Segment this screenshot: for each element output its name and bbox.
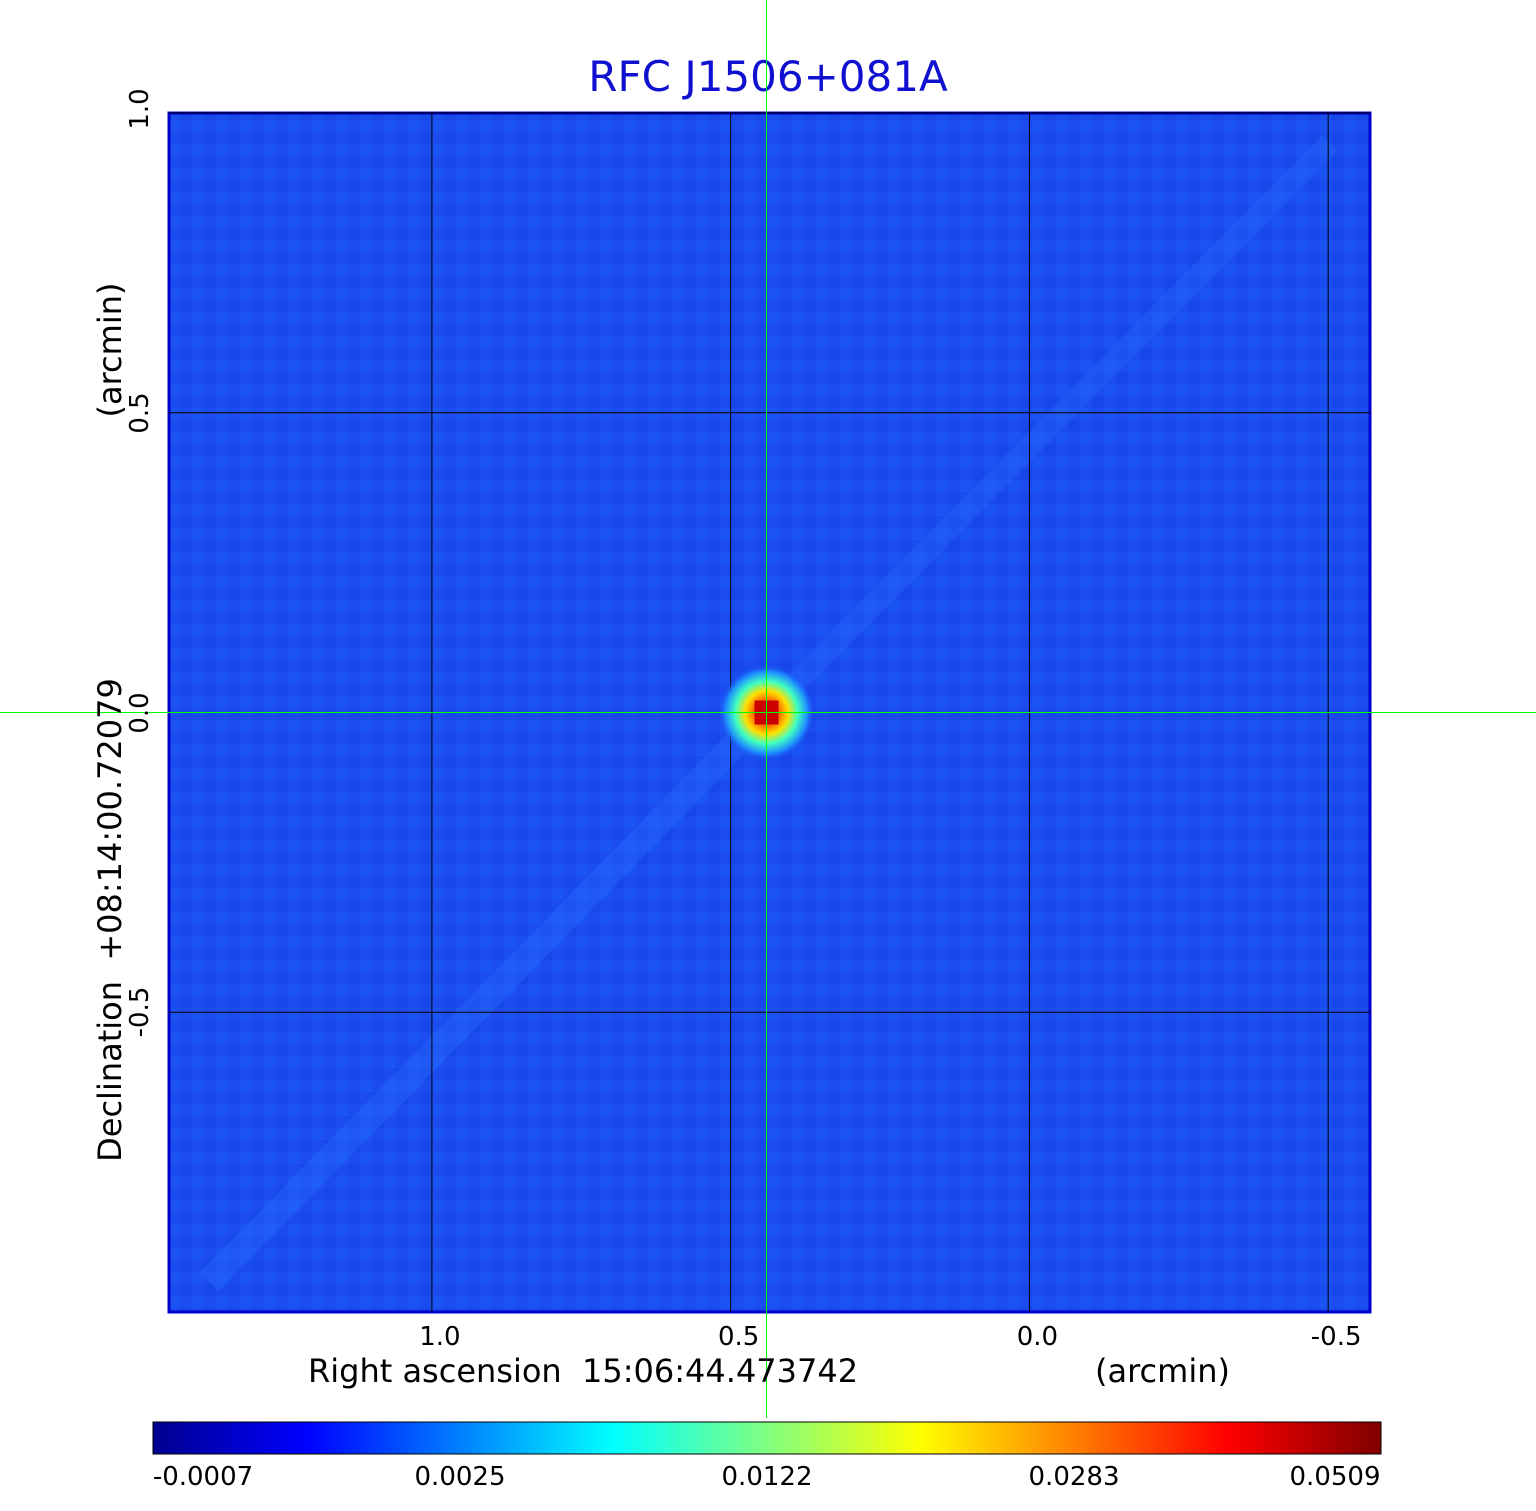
sidelobe-streak (199, 703, 776, 1292)
x-tick-label: 0.0 (1016, 1322, 1059, 1352)
colorbar-tick-label: 0.0122 (721, 1462, 813, 1492)
x-axis-label: Right ascension 15:06:44.473742 (308, 1352, 859, 1390)
colorbar-tick-label: 0.0509 (1289, 1462, 1381, 1492)
x-tick-label: -0.5 (1310, 1322, 1362, 1352)
y-axis-unit: (arcmin) (91, 282, 129, 418)
colorbar-tick-label: 0.0283 (1028, 1462, 1120, 1492)
x-tick-label: 1.0 (419, 1322, 461, 1352)
y-tick-label: -0.5 (125, 986, 155, 1038)
colorbar-tick-label: 0.0025 (414, 1462, 506, 1492)
crosshair (0, 0, 1536, 1418)
y-tick-label: 0.0 (125, 691, 155, 734)
x-tick-label: 0.5 (717, 1322, 760, 1352)
colorbar (152, 1421, 1382, 1455)
y-axis-label: Declination +08:14:00.72079 (91, 678, 129, 1162)
colorbar-tick-label: -0.0007 (152, 1462, 254, 1492)
chart-title: RFC J1506+081A (588, 52, 948, 101)
y-tick-label: 0.5 (125, 392, 155, 434)
sidelobe-streak (758, 135, 1338, 721)
x-axis-unit: (arcmin) (1095, 1352, 1230, 1390)
y-tick-label: 1.0 (125, 88, 155, 130)
